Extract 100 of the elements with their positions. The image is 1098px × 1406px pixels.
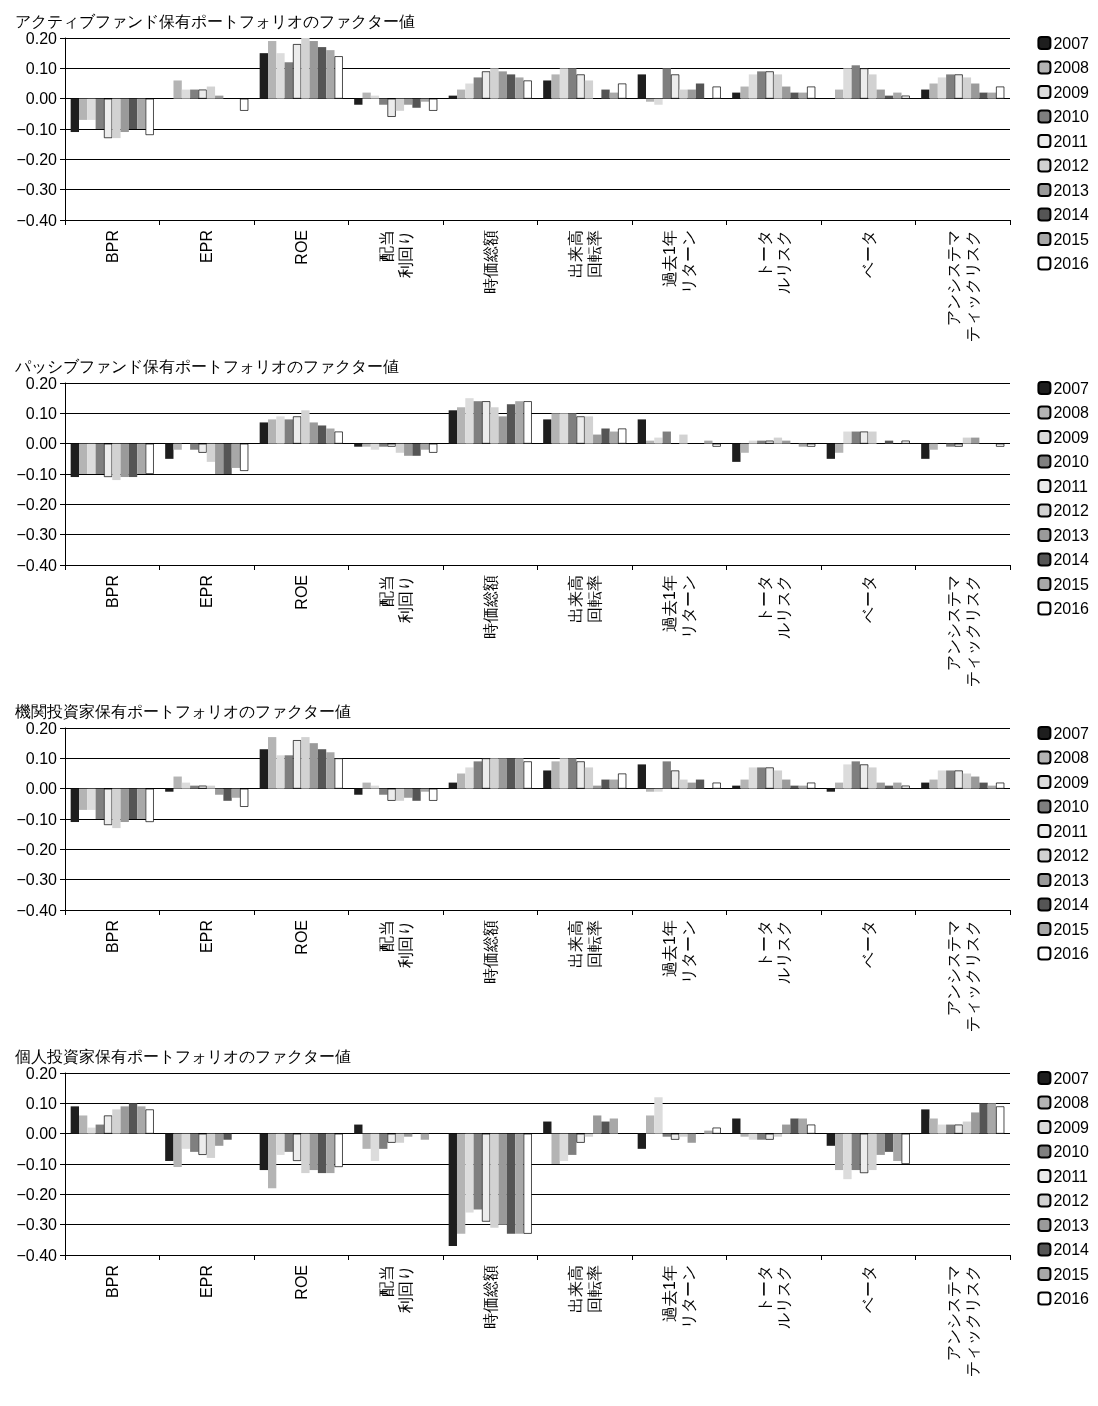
x-tick-label: EPR (198, 575, 216, 608)
bar (362, 782, 371, 789)
bar (506, 758, 516, 789)
legend-label: 2008 (1053, 1094, 1090, 1111)
legend-label: 2008 (1053, 404, 1090, 421)
bar (740, 443, 749, 453)
x-tick-label: トータルリスク (755, 575, 792, 639)
bar (782, 440, 791, 444)
y-tick-label: −0.10 (16, 810, 58, 828)
bar (267, 41, 277, 99)
y-tick-label: −0.40 (16, 1246, 58, 1264)
bar (962, 773, 972, 789)
bar (326, 1133, 335, 1174)
bar (687, 782, 696, 789)
bar (962, 437, 972, 444)
legend-label: 2014 (1053, 1241, 1090, 1258)
legend-label: 2008 (1053, 59, 1090, 76)
bar (309, 41, 318, 99)
bar (757, 71, 766, 99)
x-tick-label: 時価総額 (481, 1265, 499, 1329)
bar (543, 419, 552, 444)
x-tick-label: ベータ (859, 920, 877, 968)
bar (773, 74, 783, 99)
bar (826, 1133, 835, 1146)
bar (551, 1133, 560, 1164)
y-tick-label: 0.10 (25, 1094, 58, 1112)
bar (173, 80, 182, 99)
bar (354, 98, 363, 105)
legend-label: 2012 (1053, 1192, 1090, 1209)
bar (506, 1133, 516, 1234)
bar (851, 1133, 860, 1171)
bar (70, 443, 79, 478)
bar (354, 443, 363, 447)
bar (834, 89, 844, 99)
bar (354, 1124, 363, 1134)
y-tick-label: −0.30 (16, 181, 58, 199)
bar (843, 431, 852, 444)
y-tick-label: −0.40 (16, 556, 58, 574)
bar (181, 782, 191, 789)
legend-label: 2007 (1053, 34, 1090, 52)
x-tick-label: EPR (198, 1265, 216, 1298)
bar (851, 431, 860, 444)
bar (921, 1109, 930, 1134)
bar (473, 401, 482, 444)
bar (987, 92, 997, 99)
bar (223, 1133, 232, 1140)
bar (962, 77, 972, 99)
bar (370, 95, 380, 99)
bar (782, 1124, 791, 1134)
bar (231, 443, 241, 468)
bar (379, 98, 388, 105)
legend-label: 2009 (1053, 773, 1090, 791)
bar (326, 752, 335, 789)
chart-title: 機関投資家保有ポートフォリオのファクター値 (15, 702, 351, 720)
bar (559, 68, 569, 99)
bar (559, 413, 569, 444)
bar (78, 443, 88, 474)
bar (362, 1133, 371, 1149)
bar (704, 1130, 713, 1134)
x-tick-label: EPR (198, 230, 216, 263)
bar (395, 1133, 405, 1143)
bar (576, 416, 585, 444)
bar (679, 89, 688, 99)
bar (137, 788, 146, 819)
bar (95, 788, 104, 819)
bar (954, 770, 963, 789)
bar (481, 71, 491, 99)
bar (456, 1133, 466, 1234)
bar (790, 1118, 799, 1134)
y-tick-label: 0.10 (25, 749, 58, 767)
legend-label: 2010 (1053, 108, 1090, 125)
bar (868, 74, 877, 99)
bar (190, 1133, 199, 1152)
bar (317, 1133, 327, 1174)
bar (506, 74, 516, 99)
bar (206, 1133, 216, 1158)
bar (498, 416, 507, 444)
y-tick-label: −0.30 (16, 871, 58, 889)
bar (404, 788, 413, 798)
bar (465, 398, 474, 444)
y-tick-label: −0.30 (16, 526, 58, 544)
bar (276, 416, 285, 444)
x-tick-label: ベータ (859, 230, 877, 278)
bar (979, 782, 988, 789)
bar (317, 47, 327, 99)
bar (379, 788, 388, 795)
bar (448, 1133, 457, 1246)
legend-label: 2011 (1053, 477, 1088, 495)
bar (284, 755, 293, 789)
bar (954, 1124, 963, 1134)
bar (740, 779, 749, 789)
bar (593, 434, 602, 444)
y-tick-label: −0.20 (16, 840, 58, 858)
bar (370, 1133, 380, 1161)
bar (206, 785, 216, 789)
bar (637, 764, 646, 789)
bar (851, 65, 860, 99)
bar (584, 416, 594, 444)
bar (481, 401, 491, 444)
bar (490, 1133, 499, 1228)
